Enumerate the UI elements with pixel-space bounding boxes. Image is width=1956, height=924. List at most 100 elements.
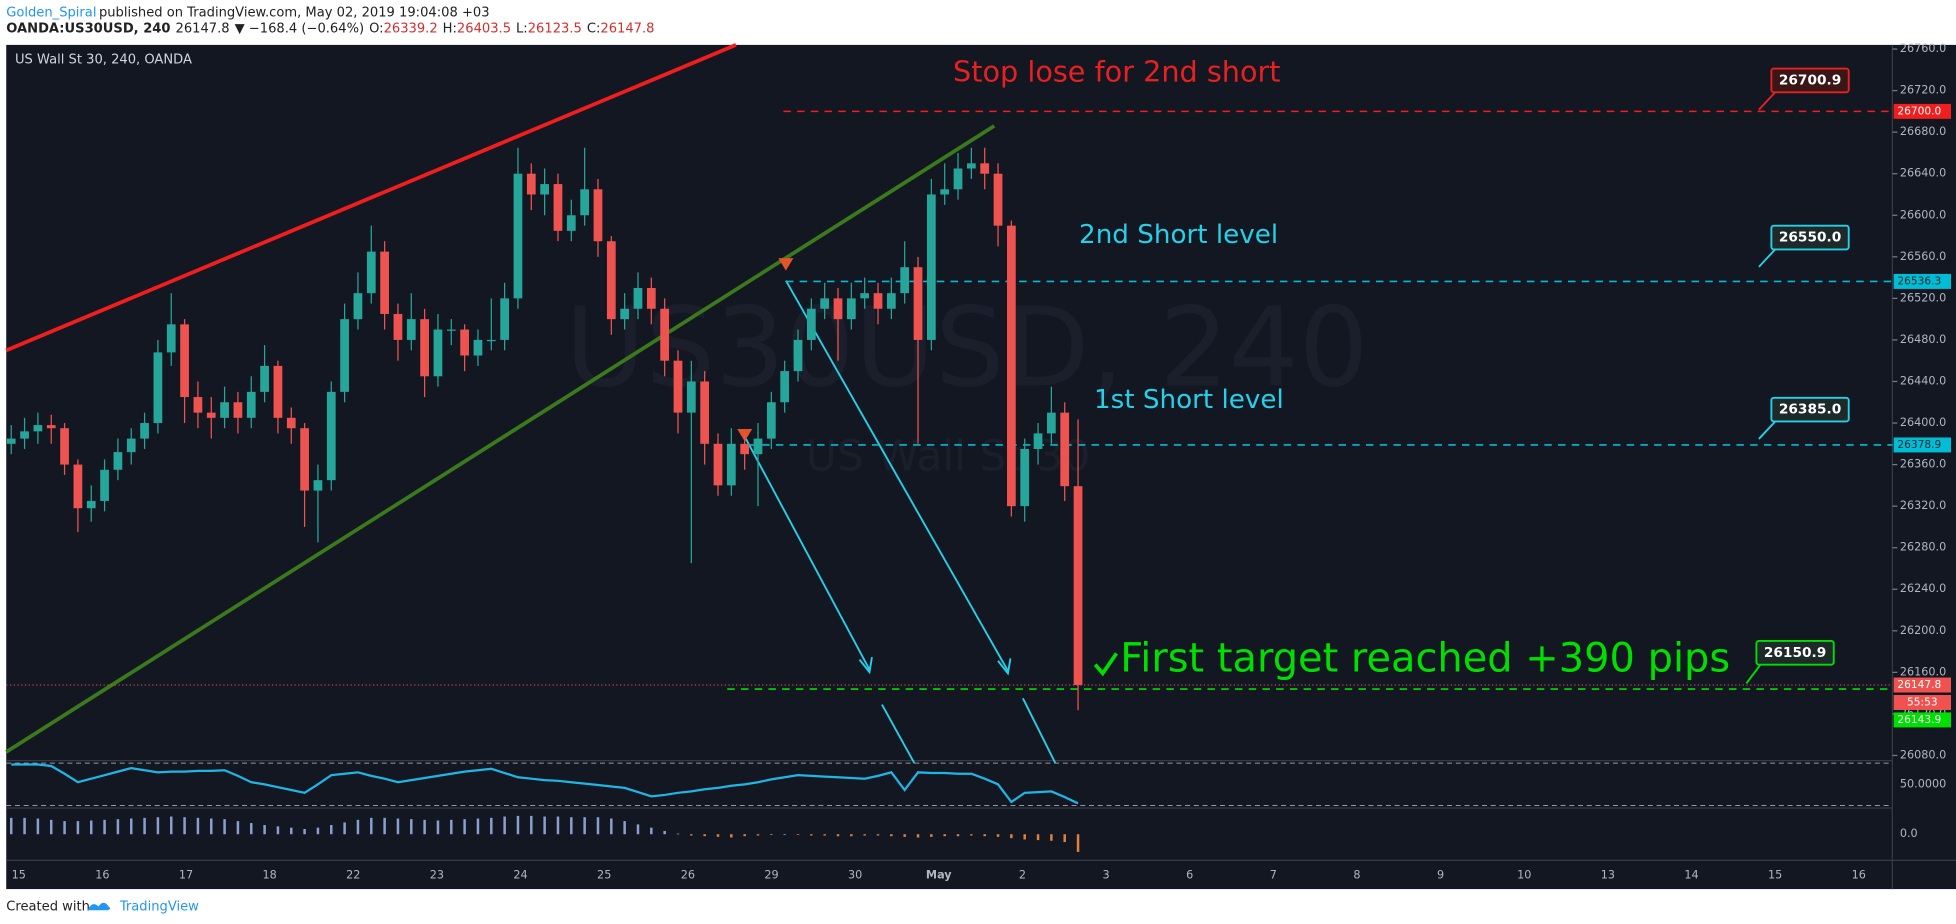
arrow-tail bbox=[1022, 697, 1057, 764]
histogram-bar bbox=[116, 819, 120, 835]
candle-body bbox=[1073, 486, 1083, 686]
candle-body bbox=[273, 365, 283, 418]
candle-body bbox=[113, 452, 123, 470]
candle-body bbox=[473, 339, 483, 356]
footer-logo bbox=[87, 902, 111, 911]
x-tick-label: 8 bbox=[1353, 868, 1360, 881]
callout-label: 26700.9 bbox=[1779, 72, 1841, 88]
candle-body bbox=[460, 329, 469, 356]
histogram-bar bbox=[129, 818, 133, 835]
candle-body bbox=[820, 298, 830, 309]
callout-pointer bbox=[1758, 419, 1778, 440]
ohlc-label: C: bbox=[587, 21, 601, 36]
arrow bbox=[785, 280, 1009, 672]
candle-body bbox=[286, 417, 296, 429]
y-tick-label: 26640.0 bbox=[1900, 167, 1946, 180]
histogram-bar bbox=[370, 817, 373, 835]
candle-body bbox=[793, 339, 803, 372]
footer-text: Created with bbox=[6, 899, 90, 914]
candle-body bbox=[260, 365, 269, 392]
y-tick-label: 26440.0 bbox=[1900, 374, 1946, 387]
histogram-bar bbox=[276, 826, 280, 835]
candle-body bbox=[313, 480, 323, 491]
candle-body bbox=[993, 173, 1003, 226]
histogram-bar bbox=[930, 834, 933, 837]
candle-body bbox=[233, 402, 243, 418]
histogram-bar bbox=[956, 834, 960, 837]
candle-body bbox=[406, 319, 416, 340]
arrow bbox=[745, 438, 871, 671]
histogram-bar bbox=[543, 816, 546, 835]
watermark: US30USD, 240 bbox=[565, 284, 1369, 412]
checkmark bbox=[1093, 652, 1119, 677]
header-line-1: Golden_Spiral published on TradingView.co… bbox=[6, 5, 489, 20]
marker bbox=[778, 258, 794, 271]
candle-body bbox=[73, 464, 83, 509]
histogram-bar bbox=[463, 819, 466, 835]
symbol: OANDA:US30USD, 240 bbox=[6, 21, 170, 36]
candle-body bbox=[526, 173, 536, 195]
candle-body bbox=[420, 319, 429, 377]
change: ▼ −168.4 (−0.64%) bbox=[235, 21, 365, 36]
candle-body bbox=[220, 402, 229, 418]
candle-body bbox=[1047, 412, 1056, 434]
x-tick-label: 17 bbox=[179, 868, 193, 881]
ohlc-label: H: bbox=[443, 21, 457, 36]
y-tick-label: 26080.0 bbox=[1900, 748, 1946, 761]
x-tick-label: 24 bbox=[513, 868, 527, 881]
candle-body bbox=[833, 298, 843, 320]
y-tick-label: 26560.0 bbox=[1900, 250, 1946, 263]
x-tick-label: 16 bbox=[95, 868, 109, 881]
histogram-bar bbox=[1036, 834, 1040, 841]
y-tick-label: 26200.0 bbox=[1900, 624, 1946, 637]
histogram-bar bbox=[196, 817, 200, 835]
histogram-bar bbox=[703, 834, 706, 837]
histogram-bar bbox=[89, 820, 93, 835]
callout-box bbox=[1770, 67, 1850, 94]
candle-body bbox=[206, 412, 216, 418]
price-badge-label: 26147.8 bbox=[1897, 679, 1941, 691]
histogram-bar bbox=[836, 834, 840, 837]
histogram-bar bbox=[490, 817, 493, 835]
candle-body bbox=[593, 189, 603, 242]
histogram-bar bbox=[423, 819, 426, 835]
annotation: 1st Short level bbox=[1094, 385, 1284, 415]
histogram-bar bbox=[623, 821, 626, 835]
histogram-bar bbox=[1063, 834, 1066, 843]
candle-body bbox=[60, 428, 69, 465]
callout-label: 26385.0 bbox=[1779, 402, 1841, 418]
candle-body bbox=[980, 163, 990, 174]
callout-pointer bbox=[1758, 247, 1778, 268]
histogram-bar bbox=[610, 818, 613, 835]
y-tick-label: 26160.0 bbox=[1900, 665, 1946, 678]
trendline-lower bbox=[5, 124, 996, 754]
candle-body bbox=[20, 431, 29, 439]
histogram-bar bbox=[716, 834, 720, 837]
x-tick-label: 26 bbox=[681, 868, 695, 881]
candle-body bbox=[326, 391, 336, 481]
candle-body bbox=[486, 339, 496, 342]
x-tick-label: 15 bbox=[1768, 868, 1782, 881]
histogram-bar bbox=[596, 817, 600, 835]
price-badge-label: 26378.9 bbox=[1897, 439, 1941, 451]
histogram-bar bbox=[636, 824, 640, 835]
histogram-bar bbox=[36, 818, 40, 835]
candle-body bbox=[380, 251, 389, 314]
footer-brand[interactable]: TradingView bbox=[119, 899, 199, 914]
y-tick-label: 26280.0 bbox=[1900, 541, 1946, 554]
candle-body bbox=[433, 329, 443, 377]
x-tick-label: 14 bbox=[1684, 868, 1698, 881]
histogram-bar bbox=[290, 827, 293, 835]
author[interactable]: Golden_Spiral bbox=[6, 5, 96, 20]
price-badge bbox=[1893, 437, 1952, 453]
candle-body bbox=[340, 319, 349, 392]
candle-body bbox=[166, 324, 176, 353]
watermark-sub: US Wall St 30 bbox=[806, 431, 1091, 480]
histogram-bar bbox=[876, 834, 880, 836]
x-tick-label: 30 bbox=[848, 868, 862, 881]
x-tick-label: 9 bbox=[1437, 868, 1444, 881]
candle-body bbox=[860, 293, 870, 299]
candle-body bbox=[553, 184, 563, 231]
histogram-bar bbox=[810, 834, 813, 836]
candle-body bbox=[660, 308, 670, 361]
